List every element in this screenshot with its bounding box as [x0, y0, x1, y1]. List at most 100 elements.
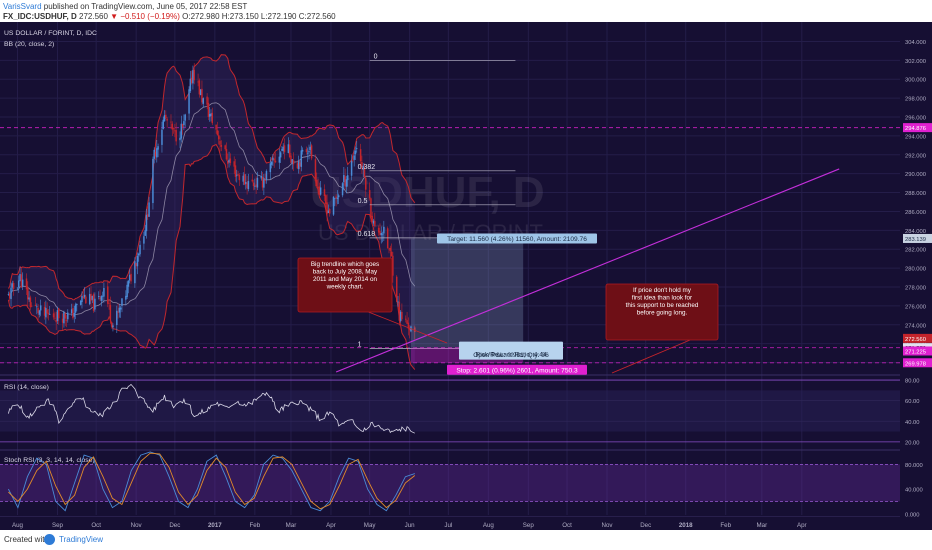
time-axis-tick: Mar: [286, 522, 297, 529]
candle-body: [325, 195, 327, 204]
candle-body: [202, 98, 204, 104]
position-target-zone: [410, 238, 524, 348]
time-axis-bg: [0, 517, 932, 530]
candle-body: [401, 311, 403, 320]
candle-body: [121, 298, 123, 306]
candle-body: [217, 135, 220, 140]
candle-body: [103, 287, 105, 297]
candle-body: [100, 296, 103, 301]
candle-body: [362, 165, 364, 170]
candle-body: [183, 121, 185, 126]
time-axis-tick: Oct: [91, 522, 101, 529]
candle-body: [19, 274, 21, 282]
candle-body: [281, 149, 283, 151]
candle-body: [207, 102, 210, 117]
stoch-axis-tick: 80.000: [905, 463, 923, 469]
callout-trendline-box: [297, 257, 393, 313]
time-axis-tick: May: [364, 522, 377, 529]
candle-body: [157, 146, 159, 150]
bollinger-upper: [7, 54, 416, 301]
candle-body: [265, 171, 268, 181]
stoch-axis-tick: 0.000: [905, 512, 920, 518]
price-axis-label-box: [903, 358, 932, 368]
author-link[interactable]: VarisSvard: [3, 2, 42, 11]
candle-body: [201, 88, 203, 103]
candle-body: [92, 294, 95, 311]
candle-body: [18, 280, 20, 288]
candle-body: [296, 163, 299, 169]
candle-body: [343, 175, 345, 183]
candle-body: [359, 149, 362, 162]
candle-body: [74, 304, 77, 313]
target-label-box: [437, 233, 597, 244]
candle-body: [144, 230, 146, 236]
candle-body: [310, 145, 313, 159]
candle-body: [145, 214, 148, 232]
tradingview-brand[interactable]: TradingView: [59, 535, 104, 544]
candle-body: [300, 150, 303, 167]
candle-body: [81, 295, 83, 303]
candle-body: [116, 310, 118, 326]
candle-body: [65, 320, 68, 321]
candle-body: [273, 158, 275, 161]
publish-line: VarisSvard published on TradingView.com,…: [3, 2, 247, 11]
candle-body: [383, 226, 385, 234]
candle-body: [127, 280, 130, 287]
ohlc-values: O:272.980 H:273.150 L:272.190 C:272.560: [182, 12, 336, 21]
candle-body: [283, 145, 286, 153]
candle-body: [54, 317, 56, 319]
candle-body: [43, 306, 46, 316]
rsi-axis-tick: 60.00: [905, 399, 920, 405]
candle-body: [254, 185, 256, 187]
price-axis-tick: 280.000: [905, 267, 926, 273]
candle-body: [389, 247, 392, 251]
open-pl-label-box: [459, 341, 563, 360]
candle-body: [128, 274, 131, 281]
candle-body: [243, 174, 246, 185]
candle-body: [117, 311, 119, 313]
candle-body: [345, 179, 348, 187]
candle-body: [251, 179, 254, 182]
candle-body: [27, 287, 29, 300]
rsi-axis-tick: 80.00: [905, 379, 920, 385]
time-axis-tick: 2018: [679, 522, 693, 529]
candle-body: [190, 77, 193, 83]
candle-body: [327, 210, 330, 213]
fib-level-label: 0.382: [358, 164, 376, 171]
candle-body: [47, 312, 50, 315]
candle-body: [353, 155, 355, 160]
candle-body: [211, 112, 214, 124]
candle-body: [91, 295, 94, 300]
candle-body: [227, 160, 229, 164]
chart-area[interactable]: USDHUF, D US DOLLAR / FORINT 0 0.382 0.5 0.61…: [0, 22, 932, 530]
candle-body: [252, 182, 255, 187]
candle-body: [215, 124, 217, 130]
candle-body: [282, 146, 284, 151]
candle-body: [171, 123, 174, 130]
candle-body: [290, 155, 292, 163]
candle-body: [94, 298, 96, 310]
stoch-axis-tick: 40.000: [905, 488, 923, 494]
risk-reward-label: Risk/Reward Ratio: 4.44: [475, 352, 546, 359]
time-axis-tick: Dec: [640, 522, 651, 529]
candle-body: [11, 283, 14, 288]
candle-body: [90, 293, 92, 301]
candle-body: [370, 198, 372, 217]
price-axis-label: 269.978: [905, 361, 926, 367]
trendline: [335, 168, 840, 373]
candle-body: [30, 305, 33, 307]
candle-body: [398, 301, 401, 321]
candle-body: [181, 123, 184, 127]
rsi-line: [8, 383, 415, 434]
candle-body: [161, 129, 163, 145]
candle-body: [73, 312, 75, 317]
candle-body: [279, 152, 282, 158]
rsi-axis-tick: 40.00: [905, 420, 920, 426]
candle-body: [34, 304, 37, 306]
chart-canvas[interactable]: USDHUF, DUS DOLLAR / FORINT00.3820.50.61…: [0, 22, 932, 530]
price-axis-tick: 284.000: [905, 229, 926, 235]
candle-body: [130, 273, 132, 282]
fib-level-label: 0: [374, 53, 378, 60]
candle-body: [381, 233, 384, 235]
candle-body: [193, 69, 195, 81]
